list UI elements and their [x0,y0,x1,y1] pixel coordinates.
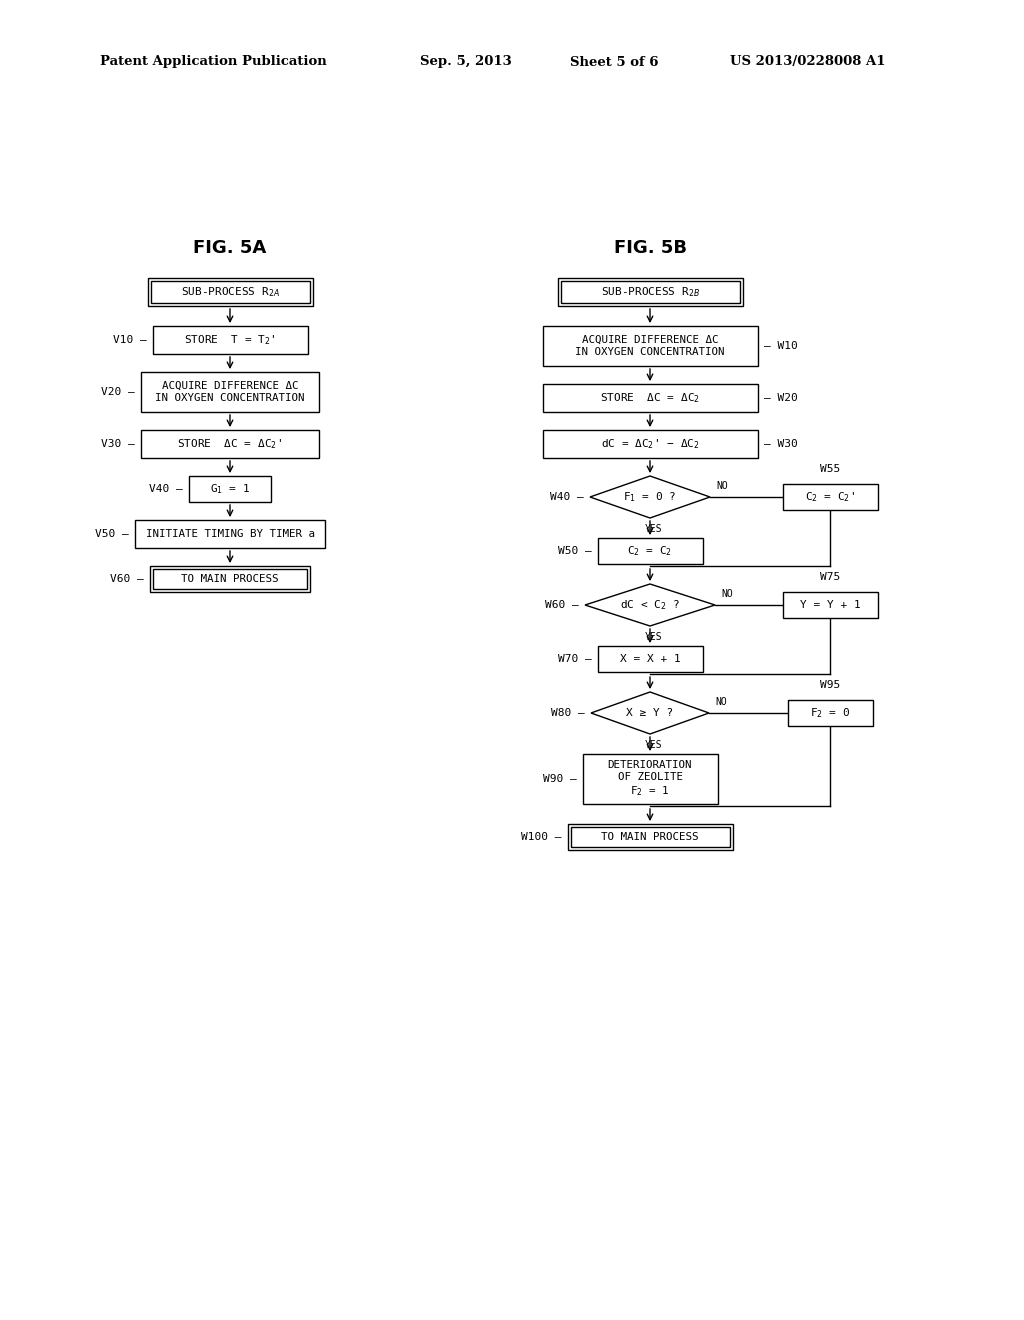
Text: Y = Y + 1: Y = Y + 1 [800,601,860,610]
Text: YES: YES [645,632,663,642]
Text: X ≥ Y ?: X ≥ Y ? [627,708,674,718]
Text: dC < C$_2$ ?: dC < C$_2$ ? [621,598,680,612]
Text: W70 –: W70 – [558,653,592,664]
Text: V10 –: V10 – [113,335,146,345]
Bar [560,281,739,304]
Bar [135,520,325,548]
Text: dC = ΔC$_2$' − ΔC$_2$: dC = ΔC$_2$' − ΔC$_2$ [601,437,699,451]
Text: X = X + 1: X = X + 1 [620,653,680,664]
Bar [782,591,878,618]
Text: W55: W55 [820,465,840,474]
Bar [141,372,319,412]
Polygon shape [585,583,715,626]
Text: W60 –: W60 – [545,601,579,610]
Text: YES: YES [645,524,663,535]
Text: G$_1$ = 1: G$_1$ = 1 [210,482,250,496]
Text: TO MAIN PROCESS: TO MAIN PROCESS [601,832,698,842]
Text: INITIATE TIMING BY TIMER a: INITIATE TIMING BY TIMER a [145,529,314,539]
Bar [153,569,307,589]
Text: W80 –: W80 – [551,708,585,718]
Text: – W30: – W30 [764,440,798,449]
Text: Patent Application Publication: Patent Application Publication [100,55,327,69]
Bar [189,477,271,502]
Text: W95: W95 [820,680,840,690]
Bar [151,281,309,304]
Text: – W10: – W10 [764,341,798,351]
Text: YES: YES [645,741,663,750]
Text: NO: NO [721,589,733,599]
Text: W75: W75 [820,572,840,582]
Bar [150,566,310,591]
Bar [782,484,878,510]
Text: ACQUIRE DIFFERENCE ΔC
IN OXYGEN CONCENTRATION: ACQUIRE DIFFERENCE ΔC IN OXYGEN CONCENTR… [575,335,725,356]
Text: STORE  ΔC = ΔC$_2$: STORE ΔC = ΔC$_2$ [600,391,700,405]
Bar [543,430,758,458]
Text: DETERIORATION
OF ZEOLITE
F$_2$ = 1: DETERIORATION OF ZEOLITE F$_2$ = 1 [608,760,692,797]
Bar [583,754,718,804]
Text: FIG. 5A: FIG. 5A [194,239,266,257]
Bar [567,824,732,850]
Polygon shape [591,692,709,734]
Text: TO MAIN PROCESS: TO MAIN PROCESS [181,574,279,583]
Text: V60 –: V60 – [111,574,144,583]
Bar [147,279,312,306]
Text: NO: NO [715,697,727,708]
Text: FIG. 5B: FIG. 5B [613,239,686,257]
Text: V30 –: V30 – [101,440,135,449]
Polygon shape [590,477,710,517]
Text: STORE  T = T$_2$': STORE T = T$_2$' [184,333,275,347]
Text: W90 –: W90 – [543,774,577,784]
Text: F$_2$ = 0: F$_2$ = 0 [810,706,850,719]
Bar [557,279,742,306]
Text: W50 –: W50 – [558,546,592,556]
Text: STORE  ΔC = ΔC$_2$': STORE ΔC = ΔC$_2$' [177,437,283,451]
Text: US 2013/0228008 A1: US 2013/0228008 A1 [730,55,886,69]
Text: C$_2$ = C$_2$': C$_2$ = C$_2$' [805,490,855,504]
Bar [570,828,729,847]
Text: SUB-PROCESS R$_{2B}$: SUB-PROCESS R$_{2B}$ [600,285,699,298]
Text: F$_1$ = 0 ?: F$_1$ = 0 ? [624,490,677,504]
Text: SUB-PROCESS R$_{2A}$: SUB-PROCESS R$_{2A}$ [180,285,280,298]
Text: – W20: – W20 [764,393,798,403]
Text: V40 –: V40 – [150,484,183,494]
Bar [543,326,758,366]
Text: ACQUIRE DIFFERENCE ΔC
IN OXYGEN CONCENTRATION: ACQUIRE DIFFERENCE ΔC IN OXYGEN CONCENTR… [156,381,305,403]
Text: NO: NO [716,480,728,491]
Bar [597,645,702,672]
Text: Sep. 5, 2013: Sep. 5, 2013 [420,55,512,69]
Text: W100 –: W100 – [521,832,561,842]
Text: C$_2$ = C$_2$: C$_2$ = C$_2$ [628,544,673,558]
Text: Sheet 5 of 6: Sheet 5 of 6 [570,55,658,69]
Bar [153,326,307,354]
Bar [141,430,319,458]
Bar [543,384,758,412]
Text: V20 –: V20 – [101,387,135,397]
Bar [787,700,872,726]
Text: V50 –: V50 – [95,529,129,539]
Bar [597,539,702,564]
Text: W40 –: W40 – [550,492,584,502]
